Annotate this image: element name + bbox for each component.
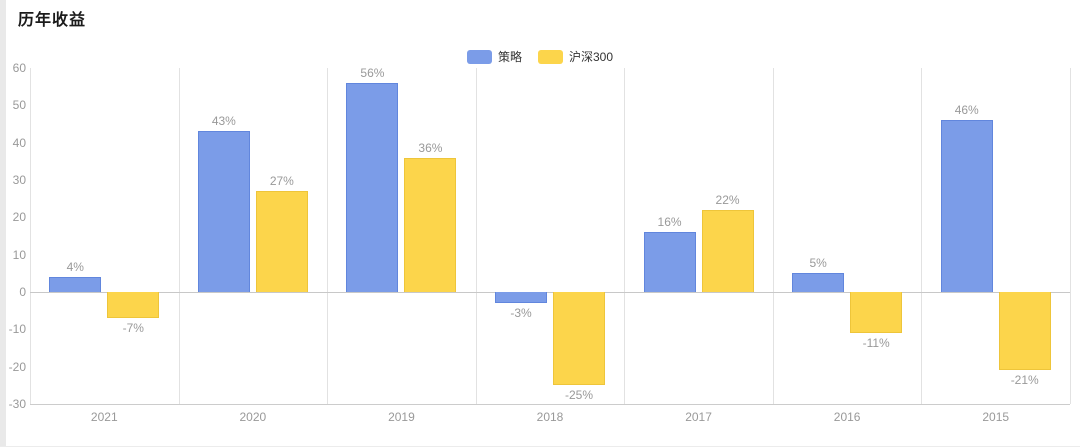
legend-label-strategy: 策略 bbox=[497, 50, 522, 64]
y-axis-label: 30 bbox=[12, 173, 26, 187]
page-left-edge bbox=[0, 0, 6, 446]
gridline-vertical bbox=[475, 68, 477, 404]
gridline-vertical bbox=[327, 68, 329, 404]
x-axis-label: 2021 bbox=[90, 410, 118, 424]
bar-value-label: 46% bbox=[954, 103, 979, 118]
gridline-vertical bbox=[30, 68, 31, 404]
y-axis-label: -30 bbox=[8, 397, 26, 411]
bar-value-label: 5% bbox=[809, 256, 827, 271]
x-axis: 2021 2020 2019 2018 2017 2016 2015 bbox=[30, 410, 1070, 430]
bar-strategy-2015[interactable] bbox=[940, 120, 993, 292]
y-axis: -30 -20 -10 0 10 20 30 40 50 60 bbox=[2, 61, 26, 411]
gridline-vertical bbox=[178, 68, 180, 404]
y-axis-label: 0 bbox=[19, 285, 26, 299]
bar-csi300-2021[interactable] bbox=[107, 292, 160, 319]
x-axis-label: 2015 bbox=[982, 410, 1010, 424]
gridline-vertical bbox=[1070, 68, 1071, 404]
legend: 策略 沪深300 bbox=[0, 48, 1080, 65]
bar-value-label: 4% bbox=[66, 260, 84, 275]
bar-value-label: 16% bbox=[657, 215, 682, 230]
legend-item-strategy[interactable]: 策略 bbox=[466, 48, 522, 65]
gridline-vertical bbox=[772, 68, 774, 404]
y-axis-label: 60 bbox=[12, 61, 26, 75]
bar-strategy-2020[interactable] bbox=[197, 131, 250, 292]
bar-value-label: 22% bbox=[715, 192, 740, 207]
y-axis-label: 50 bbox=[12, 98, 26, 113]
legend-label-csi300: 沪深300 bbox=[568, 50, 614, 64]
plot-area: 4% -7% 43% 27% 56% 36% -3% -25% 16% 22% 5% -11% 46% -… bbox=[30, 65, 1071, 405]
gridline-vertical bbox=[624, 68, 626, 404]
bar-value-label: 43% bbox=[211, 114, 236, 129]
zero-axis-line bbox=[30, 292, 1070, 293]
y-axis-label: 20 bbox=[12, 210, 26, 225]
chart-title: 历年收益 bbox=[18, 12, 87, 29]
x-axis-label: 2019 bbox=[388, 410, 415, 424]
bar-value-label: 56% bbox=[360, 65, 385, 80]
bar-csi300-2017[interactable] bbox=[701, 209, 754, 292]
legend-marker-strategy bbox=[466, 49, 492, 64]
x-axis-label: 2020 bbox=[239, 410, 267, 424]
bar-value-label: 36% bbox=[418, 140, 443, 155]
bar-csi300-2016[interactable] bbox=[850, 292, 903, 334]
bar-strategy-2017[interactable] bbox=[643, 232, 696, 292]
y-axis-label: -20 bbox=[8, 359, 26, 374]
bar-strategy-2019[interactable] bbox=[346, 82, 399, 292]
bar-csi300-2020[interactable] bbox=[255, 191, 308, 292]
bar-csi300-2019[interactable] bbox=[404, 157, 457, 292]
bar-value-label: -11% bbox=[862, 336, 890, 351]
bar-value-label: -3% bbox=[510, 306, 532, 321]
bar-strategy-2018[interactable] bbox=[495, 292, 547, 304]
y-axis-label: -10 bbox=[8, 322, 26, 337]
x-axis-label: 2016 bbox=[833, 410, 861, 424]
bar-strategy-2021[interactable] bbox=[49, 277, 102, 292]
y-axis-label: 10 bbox=[12, 247, 26, 262]
bar-strategy-2016[interactable] bbox=[792, 273, 845, 292]
x-axis-label: 2017 bbox=[685, 410, 712, 424]
bar-csi300-2018[interactable] bbox=[553, 292, 605, 386]
legend-marker-csi300 bbox=[537, 49, 563, 64]
bar-csi300-2015[interactable] bbox=[998, 292, 1051, 371]
y-axis-label: 40 bbox=[12, 135, 26, 150]
bar-value-label: -21% bbox=[1010, 373, 1039, 388]
gridline-vertical bbox=[921, 68, 923, 404]
bar-value-label: -25% bbox=[564, 388, 593, 403]
x-axis-label: 2018 bbox=[536, 410, 564, 424]
bar-value-label: 27% bbox=[269, 174, 294, 189]
legend-item-csi300[interactable]: 沪深300 bbox=[537, 48, 614, 65]
bar-value-label: -7% bbox=[122, 321, 144, 336]
